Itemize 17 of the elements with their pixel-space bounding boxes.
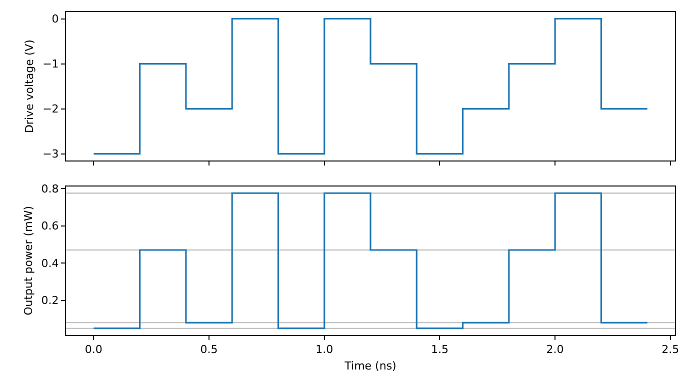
y-tick-label: −2 (42, 102, 59, 116)
y-tick-label: 0.8 (41, 182, 59, 196)
x-tick-label: 0.5 (200, 343, 218, 356)
y-tick-label: 0.4 (41, 256, 59, 270)
y-tick-label: −1 (42, 58, 59, 71)
x-tick-label: 2.0 (546, 343, 564, 356)
y-tick-label: 0.2 (41, 294, 59, 308)
y-tick-label: 0.6 (41, 220, 59, 233)
x-tick-label: 1.0 (316, 343, 334, 356)
y-axis-title: Output power (mW) (22, 206, 35, 316)
x-axis-title: Time (ns) (344, 359, 396, 372)
y-tick-label: 0 (52, 12, 59, 26)
y-tick-label: −3 (42, 148, 59, 161)
x-tick-label: 0.0 (84, 343, 102, 356)
x-tick-label: 1.5 (430, 343, 448, 356)
y-axis-title: Drive voltage (V) (23, 40, 36, 134)
x-tick-label: 2.5 (662, 343, 680, 356)
